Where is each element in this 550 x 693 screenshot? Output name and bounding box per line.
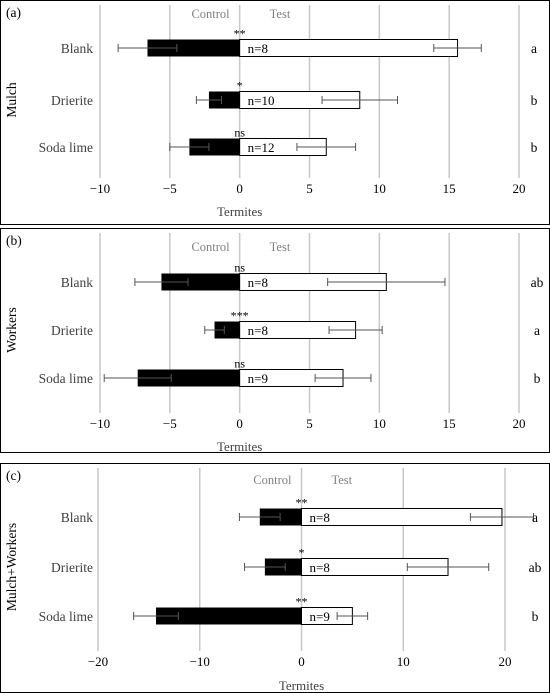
- significance-marker: ns: [234, 261, 245, 275]
- x-tick-label: 10: [373, 416, 386, 431]
- y-axis-label: Mulch: [4, 82, 19, 117]
- x-tick-label: 15: [443, 416, 456, 431]
- significance-marker: ***: [231, 309, 249, 323]
- x-tick-label: −10: [190, 654, 210, 669]
- category-label: Drierite: [51, 323, 93, 338]
- x-tick-label: 0: [236, 181, 243, 196]
- x-tick-label: −20: [88, 654, 108, 669]
- category-label: Blank: [61, 275, 93, 290]
- bar-control: [214, 321, 240, 339]
- y-axis-label: Mulch+Workers: [4, 523, 19, 611]
- x-tick-label: 10: [397, 654, 410, 669]
- y-axis-label: Workers: [4, 307, 19, 352]
- bar-control: [208, 91, 240, 109]
- x-tick-label: 5: [306, 416, 313, 431]
- category-label: Drierite: [51, 93, 93, 108]
- bar-control: [147, 39, 240, 57]
- category-label: Blank: [61, 510, 93, 525]
- bar-control: [161, 273, 240, 291]
- group-label-test: Test: [270, 7, 291, 21]
- x-tick-label: −10: [90, 416, 110, 431]
- bar-test: [239, 39, 459, 57]
- chart-panel-1: −10 −5 0 5 10 15 20 Termites (a) Mulch Control Test…: [0, 0, 550, 225]
- group-label-test: Test: [270, 240, 291, 254]
- category-label: Blank: [61, 41, 93, 56]
- category-label: Drierite: [51, 560, 93, 575]
- category-label: Soda lime: [39, 140, 93, 155]
- significance-letter: b: [532, 609, 539, 624]
- significance-marker: **: [296, 595, 308, 609]
- panel-label: (c): [6, 468, 21, 483]
- x-axis-label: Termites: [279, 678, 324, 693]
- x-tick-label: 20: [513, 181, 526, 196]
- x-tick-label: 20: [499, 654, 512, 669]
- x-tick-label: −5: [163, 181, 177, 196]
- n-label: n=9: [310, 609, 330, 624]
- n-label: n=8: [248, 323, 268, 338]
- group-label-control: Control: [191, 7, 230, 21]
- x-tick-label: 5: [306, 181, 313, 196]
- chart-panel-3: −20 −10 0 10 20 Termites (c) Mulch+Workers Contr…: [0, 463, 550, 693]
- bar-control: [155, 607, 302, 625]
- significance-letter: ab: [529, 560, 542, 575]
- panel-border: [0, 228, 550, 453]
- group-label-control: Control: [191, 240, 230, 254]
- category-label: Soda lime: [39, 371, 93, 386]
- x-tick-label: 15: [443, 181, 456, 196]
- group-label-control: Control: [253, 473, 292, 487]
- significance-marker: **: [234, 27, 246, 41]
- x-tick-label: −10: [90, 181, 110, 196]
- significance-letter: a: [534, 323, 540, 338]
- chart-panel-2: −10 −5 0 5 10 15 20 Termites (b) Workers Control Te…: [0, 228, 550, 454]
- n-label: n=12: [248, 140, 275, 155]
- x-tick-label: 0: [236, 416, 243, 431]
- significance-letter: b: [531, 140, 538, 155]
- n-label: n=8: [310, 560, 330, 575]
- panel-label: (a): [6, 5, 21, 20]
- significance-letter: a: [532, 510, 538, 525]
- significance-marker: **: [296, 496, 308, 510]
- group-label-test: Test: [332, 473, 353, 487]
- x-axis-label: Termites: [217, 439, 262, 454]
- bar-control: [259, 508, 302, 526]
- significance-letter: ab: [531, 275, 544, 290]
- n-label: n=10: [248, 93, 275, 108]
- panel-border: [0, 0, 550, 225]
- x-tick-label: 20: [513, 416, 526, 431]
- panel-label: (b): [6, 233, 22, 248]
- significance-letter: a: [531, 41, 537, 56]
- significance-letter: b: [534, 371, 541, 386]
- significance-marker: *: [299, 546, 305, 560]
- significance-marker: ns: [234, 357, 245, 371]
- x-axis-label: Termites: [217, 204, 262, 219]
- n-label: n=9: [248, 371, 268, 386]
- category-label: Soda lime: [39, 609, 93, 624]
- panel-border: [0, 463, 550, 693]
- significance-marker: ns: [234, 126, 245, 140]
- x-tick-label: 0: [298, 654, 305, 669]
- bar-control: [189, 138, 240, 156]
- significance-letter: b: [531, 93, 538, 108]
- x-tick-label: 10: [373, 181, 386, 196]
- bar-control: [137, 369, 240, 387]
- n-label: n=8: [248, 41, 268, 56]
- n-label: n=8: [310, 510, 330, 525]
- x-tick-label: −5: [163, 416, 177, 431]
- n-label: n=8: [248, 275, 268, 290]
- significance-marker: *: [237, 79, 243, 93]
